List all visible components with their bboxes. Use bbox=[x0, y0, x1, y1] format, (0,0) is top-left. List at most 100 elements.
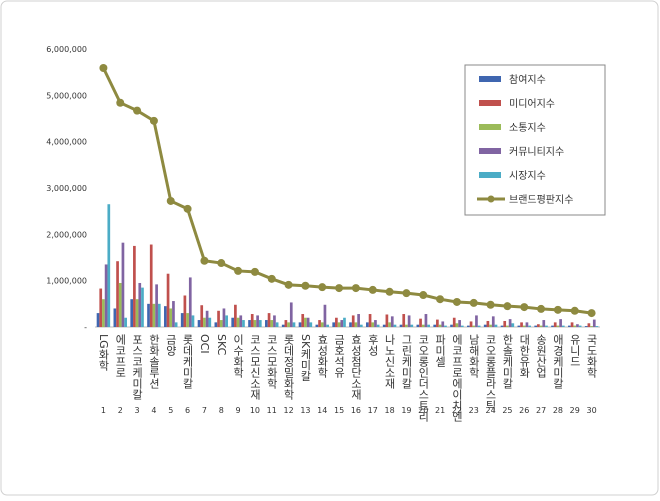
x-tick-label: 금양 bbox=[164, 334, 177, 356]
rank-label: 30 bbox=[586, 406, 596, 415]
y-tick-label: 6,000,000 bbox=[46, 45, 87, 54]
bar bbox=[332, 322, 336, 327]
line-marker bbox=[570, 306, 579, 315]
rank-label: 17 bbox=[368, 406, 378, 415]
bar bbox=[460, 325, 464, 327]
bar bbox=[138, 282, 142, 327]
rank-label: 7 bbox=[202, 406, 207, 415]
line-marker bbox=[200, 256, 209, 265]
bar bbox=[340, 320, 344, 327]
x-tick-label: 에코프로 bbox=[114, 334, 127, 378]
x-tick-label: 파미셀 bbox=[434, 334, 447, 367]
x-tick-label: 남해화학 bbox=[467, 334, 480, 378]
line-marker bbox=[133, 106, 142, 115]
x-tick-label: SKC bbox=[215, 334, 228, 356]
legend-swatch bbox=[479, 100, 501, 106]
bar bbox=[191, 315, 195, 327]
line-marker bbox=[452, 297, 461, 306]
x-tick-label: 코스모신소재 bbox=[248, 334, 261, 400]
bar bbox=[102, 299, 105, 327]
bar bbox=[147, 303, 150, 327]
legend-swatch bbox=[479, 76, 501, 82]
line-marker bbox=[503, 302, 512, 311]
bar bbox=[486, 320, 490, 327]
rank-label: 26 bbox=[519, 406, 529, 415]
bar bbox=[508, 319, 512, 327]
line-marker bbox=[436, 295, 445, 304]
rank-label: 12 bbox=[283, 406, 293, 415]
bar bbox=[116, 261, 119, 327]
bar bbox=[561, 325, 565, 327]
bar bbox=[570, 322, 574, 327]
bar bbox=[522, 325, 526, 327]
x-tick-label: 롯데케미칼 bbox=[181, 334, 194, 389]
bar bbox=[520, 322, 523, 327]
rank-label: 29 bbox=[570, 406, 580, 415]
line-marker bbox=[368, 285, 377, 294]
line-marker bbox=[301, 281, 310, 290]
bar bbox=[458, 320, 461, 327]
bar bbox=[357, 314, 360, 327]
line-marker bbox=[419, 291, 428, 300]
rank-label: 23 bbox=[469, 406, 479, 415]
bar bbox=[390, 316, 394, 327]
bar bbox=[183, 295, 187, 327]
bar bbox=[393, 324, 397, 327]
line-marker bbox=[166, 196, 175, 205]
bar bbox=[489, 324, 492, 327]
bar bbox=[107, 204, 111, 327]
bar bbox=[169, 308, 173, 327]
bar bbox=[343, 317, 346, 327]
bar bbox=[433, 324, 437, 327]
bar bbox=[289, 302, 293, 327]
x-tick-label: 코스모화학 bbox=[265, 334, 278, 389]
bar bbox=[349, 322, 352, 327]
bar bbox=[250, 314, 254, 327]
bar bbox=[222, 308, 226, 327]
rank-label: 11 bbox=[267, 406, 277, 415]
bar bbox=[337, 322, 341, 327]
x-tick-label: LG화학 bbox=[97, 334, 110, 371]
bar bbox=[242, 320, 245, 327]
bar bbox=[388, 322, 391, 327]
bar bbox=[133, 245, 136, 327]
bar bbox=[475, 315, 478, 327]
bar bbox=[551, 325, 554, 327]
bar bbox=[234, 304, 237, 327]
rank-label: 14 bbox=[317, 406, 327, 415]
bar bbox=[491, 316, 495, 327]
bar bbox=[366, 322, 369, 327]
bar bbox=[469, 321, 473, 327]
line-marker bbox=[234, 266, 243, 275]
bar bbox=[239, 315, 243, 327]
line-marker bbox=[486, 300, 495, 309]
line-marker bbox=[520, 303, 529, 312]
bar bbox=[205, 310, 209, 327]
bar bbox=[124, 317, 127, 327]
line-marker bbox=[351, 284, 360, 293]
rank-label: 10 bbox=[250, 406, 260, 415]
bar bbox=[553, 322, 557, 327]
bar bbox=[197, 320, 201, 327]
bar bbox=[164, 306, 167, 327]
bar bbox=[506, 325, 509, 327]
x-tick-label: 국도화학 bbox=[585, 334, 598, 378]
bar bbox=[298, 322, 302, 327]
bar bbox=[225, 315, 228, 327]
line-marker bbox=[402, 289, 411, 298]
y-tick-label: 3,000,000 bbox=[46, 184, 87, 193]
bar bbox=[99, 288, 103, 327]
y-tick-label: 2,000,000 bbox=[46, 230, 87, 239]
bar bbox=[500, 325, 504, 327]
bar bbox=[354, 322, 358, 327]
bar bbox=[590, 326, 593, 327]
bar bbox=[270, 320, 274, 327]
bar bbox=[592, 319, 596, 327]
rank-label: 27 bbox=[536, 406, 546, 415]
x-tick-label: 에코프로에이치엔 bbox=[450, 334, 463, 422]
bar bbox=[248, 320, 251, 327]
y-tick-label: - bbox=[84, 323, 87, 332]
bar bbox=[273, 315, 276, 327]
bar bbox=[275, 322, 279, 327]
bar bbox=[135, 299, 139, 327]
